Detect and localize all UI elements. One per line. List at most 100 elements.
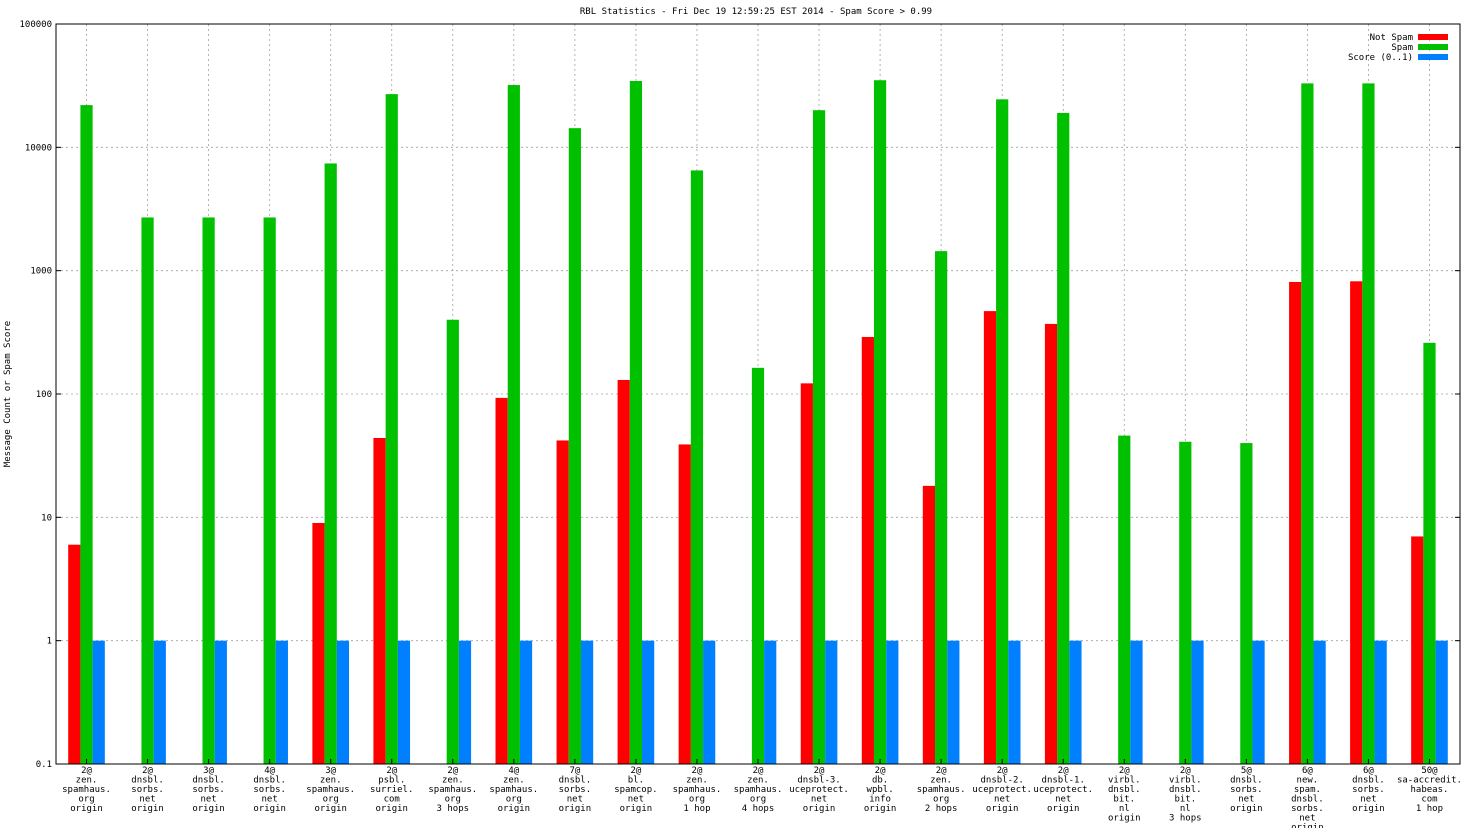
bar-spam	[507, 85, 520, 765]
x-tick-label: 3@ dnsbl. sorbs. net origin	[192, 766, 225, 814]
bar-score-0-1	[886, 640, 899, 764]
legend-swatch	[1418, 44, 1448, 50]
y-tick-label: 100	[36, 390, 52, 400]
bar-not-spam	[1411, 536, 1424, 764]
bar-spam	[446, 319, 459, 764]
bar-spam	[812, 110, 826, 764]
x-tick-label: 2@ db. wpbl. info origin	[864, 766, 897, 814]
bar-score-0-1	[458, 640, 472, 764]
y-axis-ticks: 0.1 1 10 100 1000 10000 100000	[19, 20, 1460, 770]
x-tick-label: 5@ dnsbl. sorbs. net origin	[1230, 766, 1263, 814]
bar-spam	[324, 163, 337, 764]
x-tick-label: 6@ new. spam. dnsbl. sorbs. net origin	[1291, 766, 1324, 828]
bar-spam	[1179, 441, 1192, 764]
bar-score-0-1	[214, 640, 227, 764]
chart-title: RBL Statistics - Fri Dec 19 12:59:25 EST…	[580, 7, 932, 17]
x-tick-label: 2@ virbl. dnsbl. bit. nl origin	[1108, 766, 1141, 824]
bar-spam	[1301, 83, 1314, 764]
bar-score-0-1	[825, 640, 838, 764]
x-tick-label: 3@ zen. spamhaus. org origin	[306, 766, 355, 814]
x-tick-label: 2@ dnsbl-1. uceprotect. net origin	[1033, 766, 1093, 814]
bar-not-spam	[1044, 323, 1058, 764]
y-tick-label: 1000	[30, 267, 52, 277]
x-axis-ticks: 2@ zen. spamhaus. org origin 2@ dnsbl. sorbs. ne…	[62, 759, 1462, 828]
x-tick-label: 2@ zen. spamhaus. org 3 hops	[428, 766, 477, 814]
legend-swatch	[1418, 54, 1448, 60]
bar-spam	[385, 94, 398, 764]
y-tick-label: 100000	[19, 20, 52, 30]
x-tick-label: 2@ zen. spamhaus. org origin	[62, 766, 111, 814]
x-tick-label: 50@ sa-accredit. habeas. com 1 hop	[1397, 766, 1462, 814]
bar-not-spam	[373, 437, 386, 764]
bar-not-spam	[617, 379, 630, 764]
bar-spam	[141, 217, 154, 764]
bar-not-spam	[556, 440, 569, 764]
bar-score-0-1	[642, 640, 655, 764]
bar-score-0-1	[519, 640, 533, 764]
bar-spam	[1118, 435, 1131, 764]
bar-score-0-1	[1008, 640, 1021, 764]
y-tick-label: 0.1	[36, 760, 52, 770]
bar-score-0-1	[1130, 640, 1143, 764]
x-tick-label: 2@ dnsbl. sorbs. net origin	[131, 766, 164, 814]
bars	[68, 80, 1448, 765]
bar-spam	[263, 217, 276, 764]
bar-not-spam	[983, 311, 997, 764]
bar-spam	[80, 105, 93, 765]
bar-spam	[873, 80, 887, 764]
bar-score-0-1	[336, 640, 350, 764]
bar-spam	[568, 128, 581, 764]
x-tick-label: 2@ dnsbl-2. uceprotect. net origin	[972, 766, 1032, 814]
x-tick-label: 2@ zen. spamhaus. org 1 hop	[673, 766, 722, 814]
legend-swatch	[1418, 34, 1448, 40]
bar-score-0-1	[275, 640, 288, 764]
y-tick-label: 1	[47, 637, 52, 647]
legend-label: Score (0..1)	[1348, 53, 1413, 63]
bar-score-0-1	[153, 640, 166, 764]
x-tick-label: 7@ dnsbl. sorbs. net origin	[559, 766, 592, 814]
bar-score-0-1	[397, 640, 411, 764]
plot-frame	[55, 23, 1461, 765]
bar-spam	[935, 251, 948, 764]
bar-score-0-1	[1435, 640, 1448, 764]
y-axis-label: Message Count or Spam Score	[3, 321, 13, 467]
y-tick-label: 10000	[25, 143, 52, 153]
bar-spam	[1057, 112, 1070, 764]
x-tick-label: 2@ dnsbl-3. uceprotect. net origin	[789, 766, 849, 814]
bar-score-0-1	[580, 640, 594, 764]
bar-spam	[996, 99, 1009, 764]
bar-score-0-1	[1252, 640, 1265, 764]
bar-not-spam	[861, 336, 874, 764]
bar-not-spam	[1289, 281, 1302, 764]
bar-not-spam	[1350, 281, 1363, 764]
bar-spam	[629, 81, 643, 764]
legend-label: Spam	[1391, 43, 1413, 53]
bar-score-0-1	[947, 640, 960, 764]
bar-not-spam	[68, 544, 81, 764]
bar-not-spam	[922, 485, 936, 764]
bar-spam	[1362, 83, 1375, 764]
bar-not-spam	[678, 444, 691, 764]
bar-spam	[690, 170, 704, 764]
x-tick-label: 2@ virbl. dnsbl. bit. nl 3 hops	[1169, 766, 1202, 824]
bar-not-spam	[495, 397, 508, 764]
bar-spam	[1240, 443, 1253, 764]
y-tick-label: 10	[41, 513, 52, 523]
bar-spam	[751, 367, 765, 764]
bar-score-0-1	[764, 640, 777, 764]
x-tick-label: 2@ psbl. surriel. com origin	[370, 766, 413, 814]
x-tick-label: 2@ zen. spamhaus. org 4 hops	[734, 766, 783, 814]
x-tick-label: 6@ dnsbl. sorbs. net origin	[1352, 766, 1385, 814]
bar-score-0-1	[1191, 640, 1204, 764]
bar-not-spam	[312, 522, 325, 764]
bar-score-0-1	[1069, 640, 1082, 764]
x-tick-label: 2@ zen. spamhaus. org 2 hops	[917, 766, 966, 814]
x-tick-label: 2@ bl. spamcop. net origin	[614, 766, 657, 814]
bar-score-0-1	[1374, 640, 1387, 764]
bar-score-0-1	[92, 640, 105, 764]
bar-score-0-1	[703, 640, 716, 764]
x-tick-label: 4@ dnsbl. sorbs. net origin	[253, 766, 286, 814]
bar-not-spam	[800, 383, 813, 764]
